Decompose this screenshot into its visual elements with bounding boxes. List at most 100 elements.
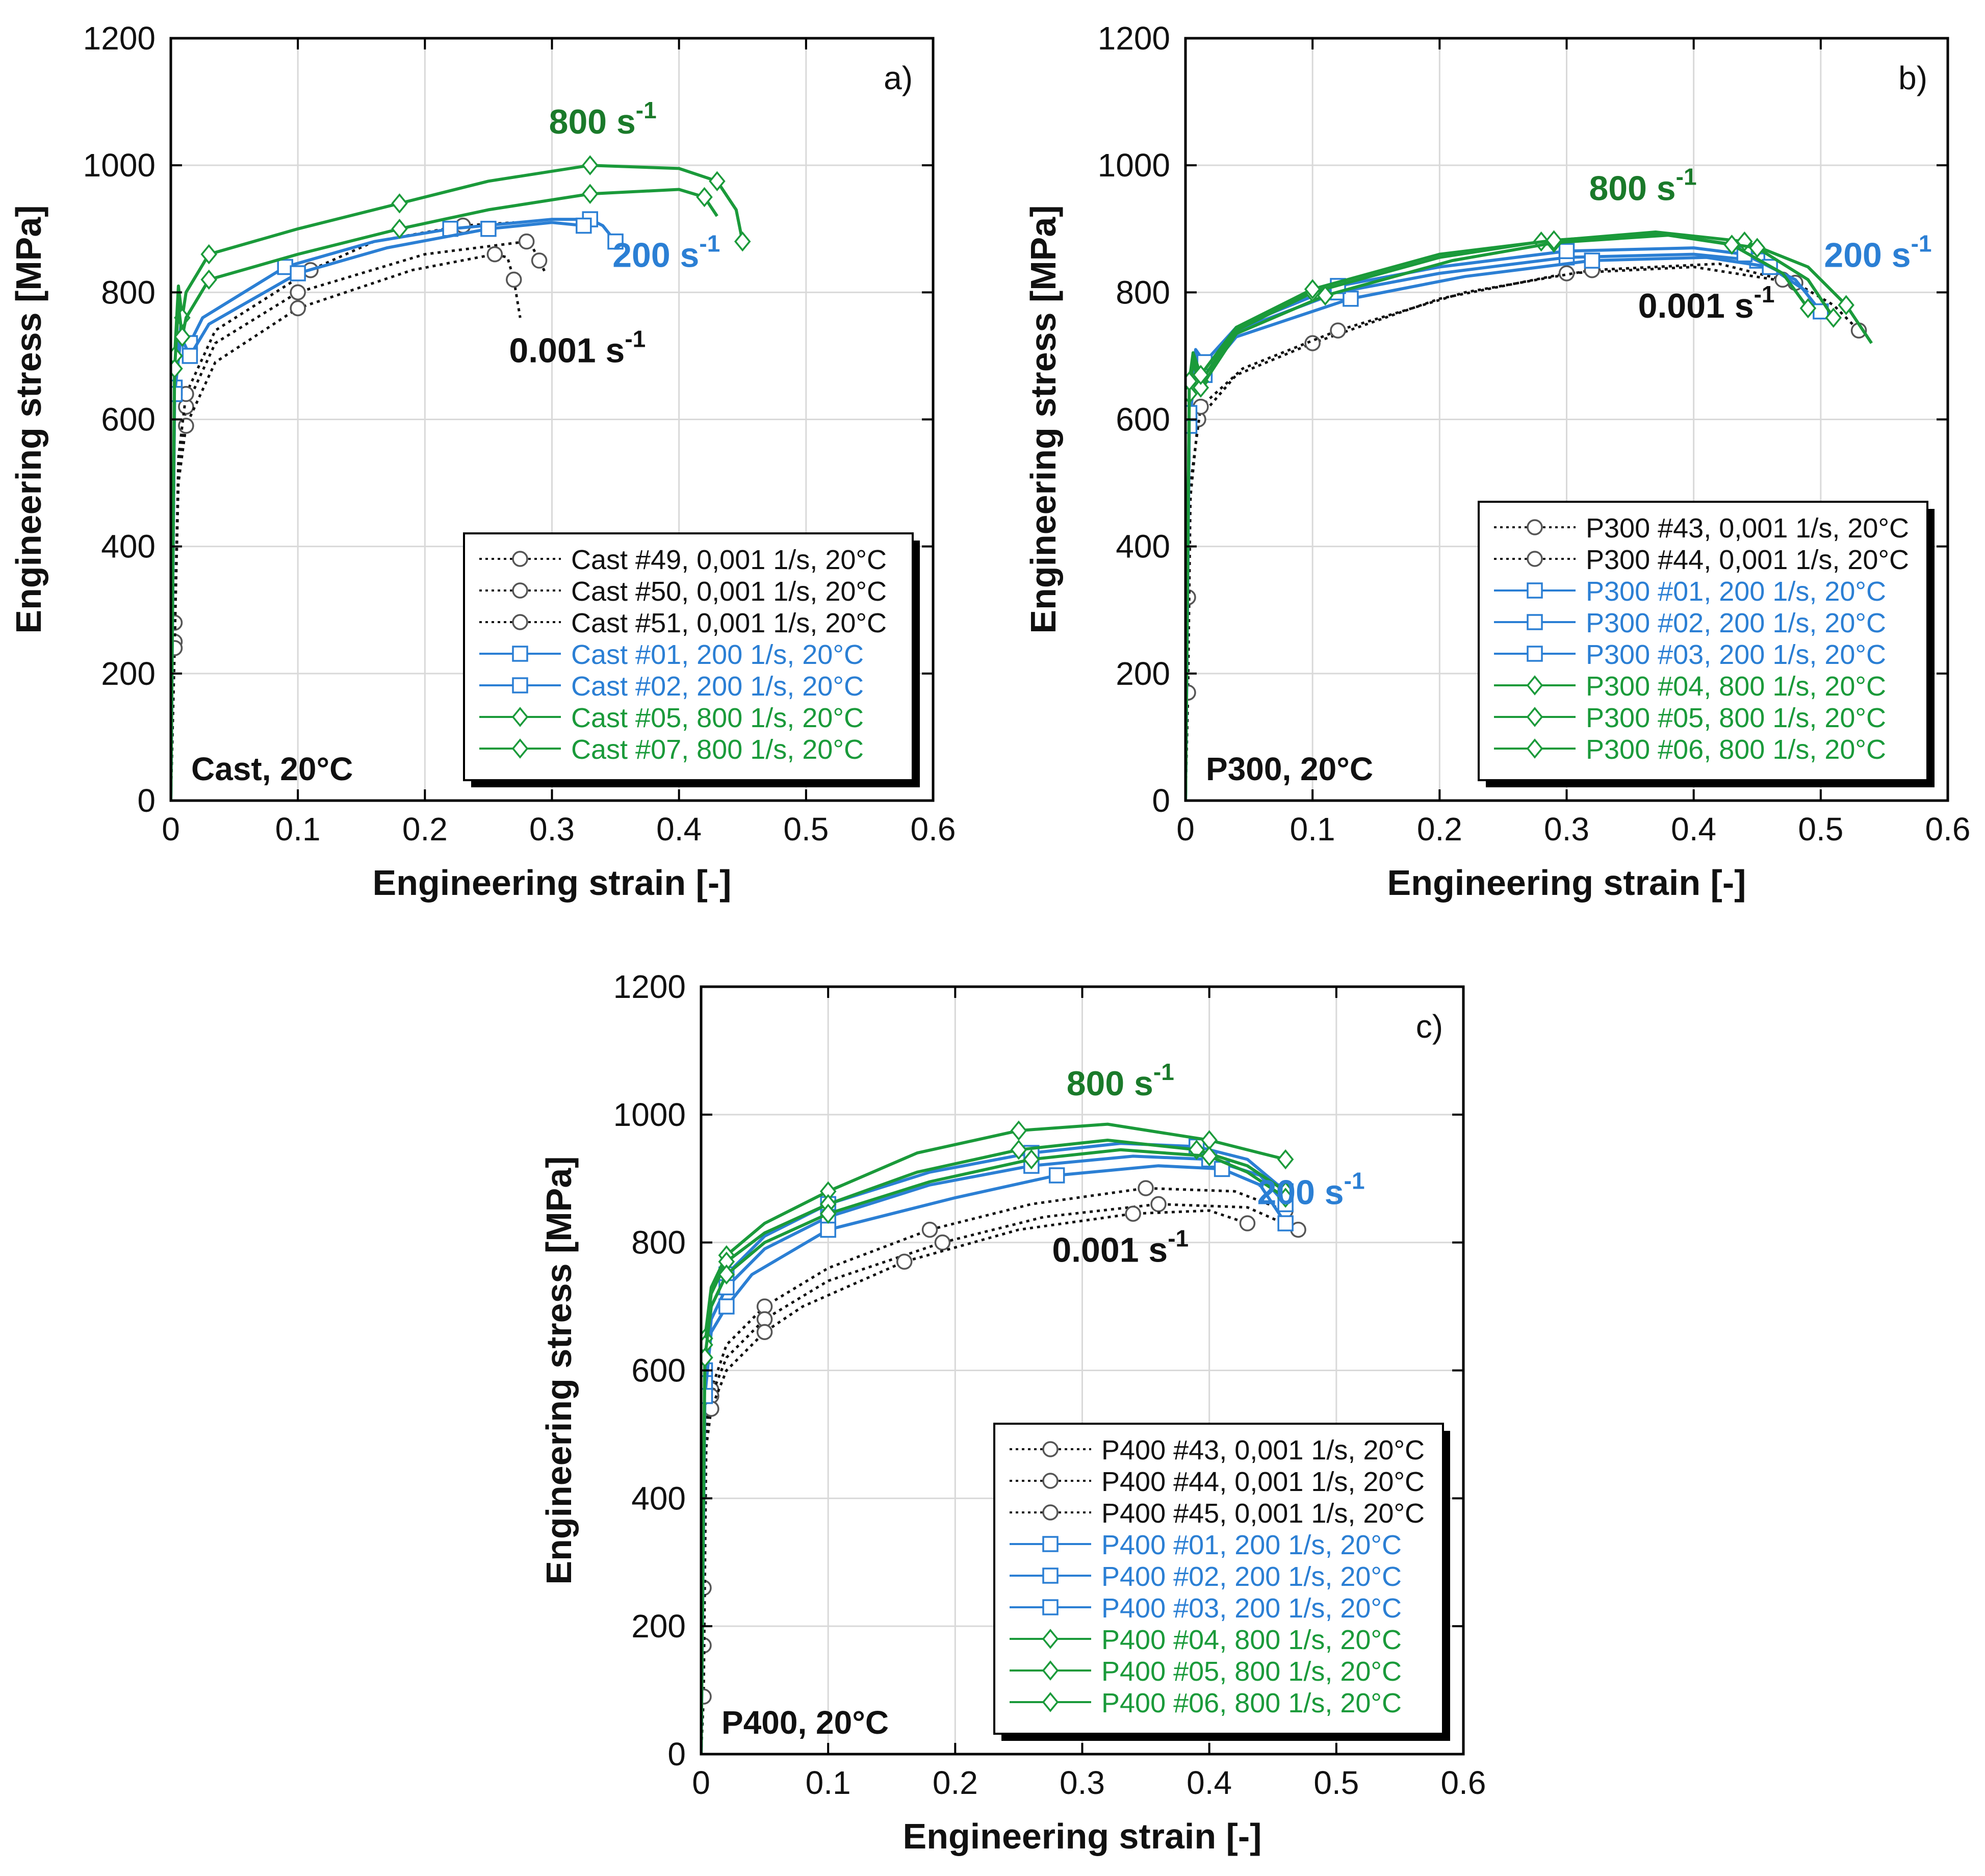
marker-diamond	[701, 1347, 713, 1368]
marker-square	[1277, 1215, 1294, 1231]
marker-diamond	[1748, 238, 1766, 258]
marker-diamond	[391, 193, 408, 214]
marker-square	[718, 1298, 735, 1315]
rate-annotation: 0.001 s-1	[509, 325, 646, 370]
series-line	[1185, 232, 1810, 801]
legend-entry: Cast #05, 800 1/s, 20°C	[571, 703, 864, 733]
marker-circle	[290, 284, 306, 301]
marker-square	[1048, 1167, 1065, 1184]
marker-diamond	[1277, 1188, 1294, 1208]
marker-circle	[518, 233, 535, 250]
marker-diamond	[1042, 1629, 1059, 1649]
marker-diamond	[1723, 235, 1740, 255]
marker-diamond	[1317, 285, 1334, 306]
marker-diamond	[171, 358, 183, 379]
x-axis-label: Engineering strain [-]	[1387, 863, 1746, 903]
marker-circle	[1304, 335, 1321, 351]
marker-diamond	[1201, 1146, 1218, 1167]
marker-diamond	[1799, 298, 1817, 319]
legend-entry: Cast #02, 200 1/s, 20°C	[571, 671, 864, 702]
y-tick-label: 600	[631, 1352, 686, 1389]
marker-square	[290, 265, 306, 281]
chart-panel-1: 0 0.1 0.2 0.3 0.4 0.5 0.6 0 200 400 600 800 1000 1200…	[9, 20, 956, 903]
marker-circle	[921, 1221, 938, 1238]
marker-square	[1042, 1536, 1059, 1552]
marker-circle	[1042, 1504, 1059, 1521]
legend-entry: P300 #44, 0,001 1/s, 20°C	[1586, 545, 1909, 575]
x-tick-label: 0.6	[1441, 1764, 1486, 1801]
marker-square	[480, 221, 497, 237]
marker-diamond	[1526, 738, 1543, 759]
legend-entry: P300 #43, 0,001 1/s, 20°C	[1586, 513, 1909, 544]
legend-entry: P400 #04, 800 1/s, 20°C	[1101, 1625, 1402, 1655]
marker-square	[820, 1221, 836, 1238]
marker-square	[1042, 1567, 1059, 1584]
marker-diamond	[1825, 307, 1842, 328]
y-axis-label: Engineering stress [MPa]	[539, 1156, 579, 1584]
marker-diamond	[696, 187, 713, 208]
marker-circle	[1239, 1215, 1256, 1231]
marker-square	[576, 217, 592, 234]
y-axis-label: Engineering stress [MPa]	[9, 205, 48, 633]
x-tick-label: 0.1	[275, 811, 321, 847]
y-tick-label: 800	[631, 1224, 686, 1261]
marker-square	[1584, 252, 1601, 269]
marker-diamond	[511, 738, 529, 759]
rate-annotation: 800 s-1	[549, 97, 657, 141]
marker-diamond	[1277, 1149, 1294, 1170]
marker-square	[182, 348, 198, 364]
marker-circle	[512, 582, 528, 599]
marker-diamond	[200, 244, 218, 265]
x-tick-label: 0	[162, 811, 180, 847]
marker-circle	[1330, 322, 1346, 339]
marker-square	[1527, 646, 1543, 662]
x-tick-label: 0.3	[529, 811, 575, 847]
marker-diamond	[1185, 371, 1198, 392]
legend-entry: P300 #04, 800 1/s, 20°C	[1586, 671, 1886, 702]
series-group	[171, 155, 751, 801]
y-tick-label: 600	[1116, 401, 1170, 438]
marker-circle	[756, 1324, 773, 1340]
y-tick-label: 1200	[613, 968, 686, 1005]
marker-diamond	[391, 218, 408, 239]
legend-entry: Cast #50, 0,001 1/s, 20°C	[571, 576, 887, 607]
x-tick-label: 0.5	[783, 811, 829, 847]
marker-square	[512, 646, 528, 662]
x-tick-label: 0.5	[1313, 1764, 1359, 1801]
series-line	[701, 1148, 1286, 1754]
x-tick-label: 0.2	[933, 1764, 978, 1801]
rate-annotation: 200 s-1	[1824, 230, 1931, 275]
marker-circle	[1527, 519, 1543, 535]
y-tick-label: 200	[631, 1608, 686, 1644]
y-tick-label: 1200	[1098, 20, 1170, 57]
marker-square	[512, 677, 528, 693]
x-tick-label: 0.1	[806, 1764, 851, 1801]
y-tick-label: 1000	[613, 1096, 686, 1133]
y-tick-label: 0	[137, 782, 156, 819]
y-tick-label: 1000	[1098, 147, 1170, 184]
x-tick-label: 0	[1176, 811, 1195, 847]
marker-diamond	[1192, 365, 1209, 386]
marker-circle	[896, 1253, 913, 1270]
marker-square	[1527, 614, 1543, 630]
marker-circle	[512, 614, 528, 630]
y-tick-label: 400	[631, 1480, 686, 1517]
condition-label: P400, 20°C	[721, 1704, 889, 1741]
rate-annotation: 200 s-1	[612, 230, 720, 275]
rate-annotation: 200 s-1	[1257, 1167, 1364, 1212]
y-tick-label: 200	[101, 655, 156, 692]
legend-box	[463, 532, 914, 781]
marker-circle	[486, 246, 503, 263]
x-tick-label: 0.2	[1417, 811, 1462, 847]
x-tick-label: 0.3	[1544, 811, 1589, 847]
marker-circle	[1558, 265, 1575, 281]
legend-entry: P400 #45, 0,001 1/s, 20°C	[1101, 1498, 1425, 1529]
marker-diamond	[1192, 377, 1209, 398]
x-tick-label: 0	[692, 1764, 710, 1801]
legend-entry: P400 #01, 200 1/s, 20°C	[1101, 1530, 1402, 1560]
chart-panel-2: 0 0.1 0.2 0.3 0.4 0.5 0.6 0 200 400 600 800 1000 1200…	[1023, 20, 1970, 903]
series-line	[171, 221, 514, 801]
x-tick-label: 0.2	[402, 811, 448, 847]
marker-diamond	[511, 707, 529, 727]
